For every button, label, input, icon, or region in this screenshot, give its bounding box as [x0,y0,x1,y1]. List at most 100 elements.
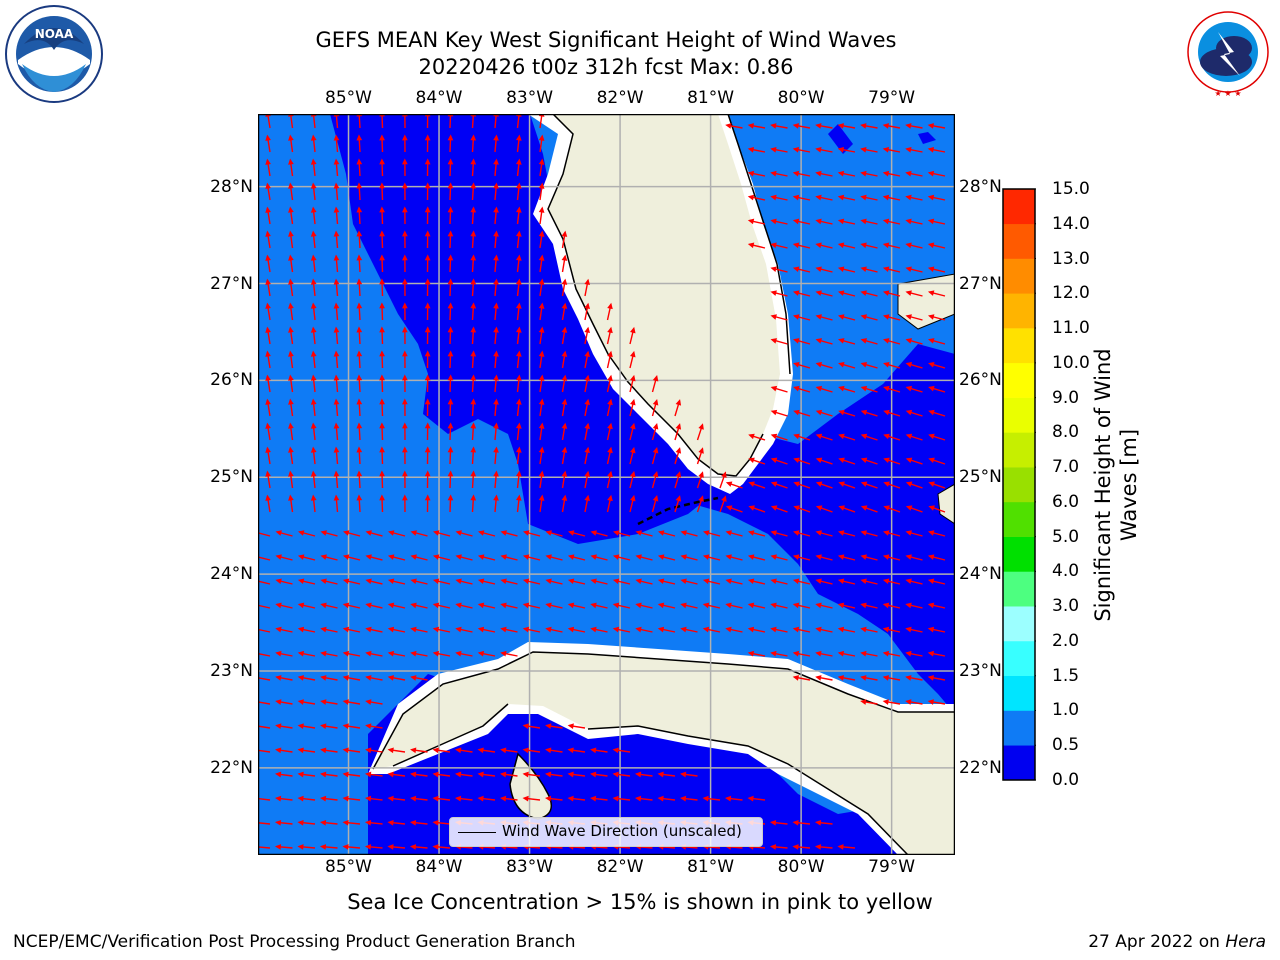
wave-direction-arrowhead [607,350,613,358]
wave-direction-arrowhead [477,578,485,585]
colorbar-tick-label: 2.0 [1052,630,1080,651]
wave-direction-arrowhead [883,505,890,511]
wave-direction-arrowhead [265,374,271,381]
wave-direction-arrowhead [410,747,417,754]
wave-direction-arrowhead [905,578,912,585]
wave-direction-arrowhead [356,278,363,285]
wave-direction-arrowhead [815,362,823,368]
wave-direction-arrow [258,725,271,729]
wave-direction-arrowhead [447,398,454,405]
wave-direction-arrowhead [310,398,317,405]
colorbar-tick-label: 15.0 [1052,179,1090,199]
wave-direction-arrowhead [447,278,454,285]
wave-direction-arrowhead [545,602,552,609]
wave-direction-arrowhead [770,409,778,416]
wave-direction-arrowhead [356,470,363,477]
wave-direction-arrowhead [905,123,912,129]
wave-direction-arrowhead [838,362,845,368]
wave-direction-arrowhead [769,819,777,826]
wave-direction-arrowhead [387,819,394,826]
wave-direction-arrowhead [516,422,522,429]
wave-direction-arrow [258,604,271,609]
wave-direction-arrowhead [815,290,822,296]
wave-direction-arrowhead [675,423,682,430]
wave-direction-arrowhead [680,602,687,609]
wave-direction-arrowhead [500,650,507,657]
wave-direction-arrowhead [815,433,823,440]
wave-direction-arrowhead [538,206,545,213]
wave-direction-arrowhead [538,230,545,237]
wave-direction-arrowhead [424,158,431,165]
wave-direction-arrowhead [410,530,417,536]
wave-direction-arrowhead [635,578,642,585]
wave-direction-arrowhead [265,494,271,501]
wave-direction-arrowhead [652,399,659,406]
wave-direction-arrowhead [342,602,350,609]
wave-direction-arrowhead [837,554,845,560]
wave-direction-arrowhead [837,650,845,657]
wave-direction-arrowhead [379,374,385,381]
wave-direction-arrowhead [770,194,777,201]
wave-direction-arrowhead [883,362,890,368]
wave-direction-arrowhead [500,554,507,560]
wave-direction-arrowhead [815,650,822,657]
wave-direction-arrowhead [928,433,935,440]
wave-direction-arrowhead [288,182,294,189]
wave-direction-arrowhead [675,495,682,502]
wave-direction-arrowhead [424,278,431,285]
bahamas-island [897,273,955,330]
wave-direction-arrowhead [424,446,431,453]
wave-direction-arrowhead [905,338,912,344]
wave-direction-arrowhead [356,182,363,189]
wave-direction-arrowhead [561,398,568,405]
wave-direction-arrowhead [545,795,552,802]
wave-direction-arrowhead [590,795,597,802]
wave-direction-arrowhead [424,350,431,357]
wave-direction-arrowhead [333,374,340,381]
latitude-label: 25°N [210,467,253,488]
wave-direction-arrowhead [470,494,477,501]
wave-direction-arrowhead [860,409,868,416]
wave-direction-arrowhead [815,314,822,320]
bahamas-island [937,483,955,525]
wave-direction-arrowhead [928,385,935,392]
wave-direction-arrowhead [837,266,845,272]
wave-direction-arrowhead [770,530,777,536]
wave-direction-arrowhead [319,819,327,826]
wave-direction-arrowhead [584,374,591,382]
wave-direction-arrowhead [747,123,755,129]
wave-direction-arrowhead [837,290,845,296]
wave-direction-arrowhead [612,626,620,633]
wave-direction-arrowhead [320,530,327,536]
wave-direction-arrowhead [792,819,799,826]
wave-direction-arrowhead [675,399,682,406]
wave-direction-arrowhead [698,471,704,478]
wave-direction-arrowhead [815,146,822,153]
wave-direction-arrowhead [342,819,349,826]
wave-direction-arrowhead [493,446,499,453]
wave-direction-arrowhead [882,602,890,609]
wave-direction-arrowhead [342,747,349,754]
wave-direction-arrowhead [584,350,591,358]
wave-direction-arrowhead [365,650,372,657]
wave-direction-arrowhead [288,494,294,501]
wave-direction-arrowhead [470,206,477,213]
noaa-logo: NOAA [5,5,103,103]
wave-direction-arrowhead [342,844,349,850]
wave-direction-arrowhead [793,457,800,464]
wave-direction-arrowhead [516,446,522,453]
map-legend: Wind Wave Direction (unscaled) [449,817,763,847]
colorbar-segment [1003,328,1035,364]
wave-direction-arrowhead [630,374,636,382]
footer-host: Hera [1225,932,1266,952]
wave-direction-arrowhead [882,218,890,225]
wave-direction-arrowhead [320,747,327,754]
wave-direction-arrowhead [675,447,682,454]
wave-direction-arrowhead [500,602,507,609]
wave-direction-arrowhead [288,398,294,405]
wave-direction-arrowhead [455,650,462,657]
wave-direction-arrowhead [402,350,408,357]
wave-direction-arrowhead [516,278,522,285]
wave-direction-arrowhead [265,230,271,237]
wave-direction-arrowhead [274,819,282,826]
